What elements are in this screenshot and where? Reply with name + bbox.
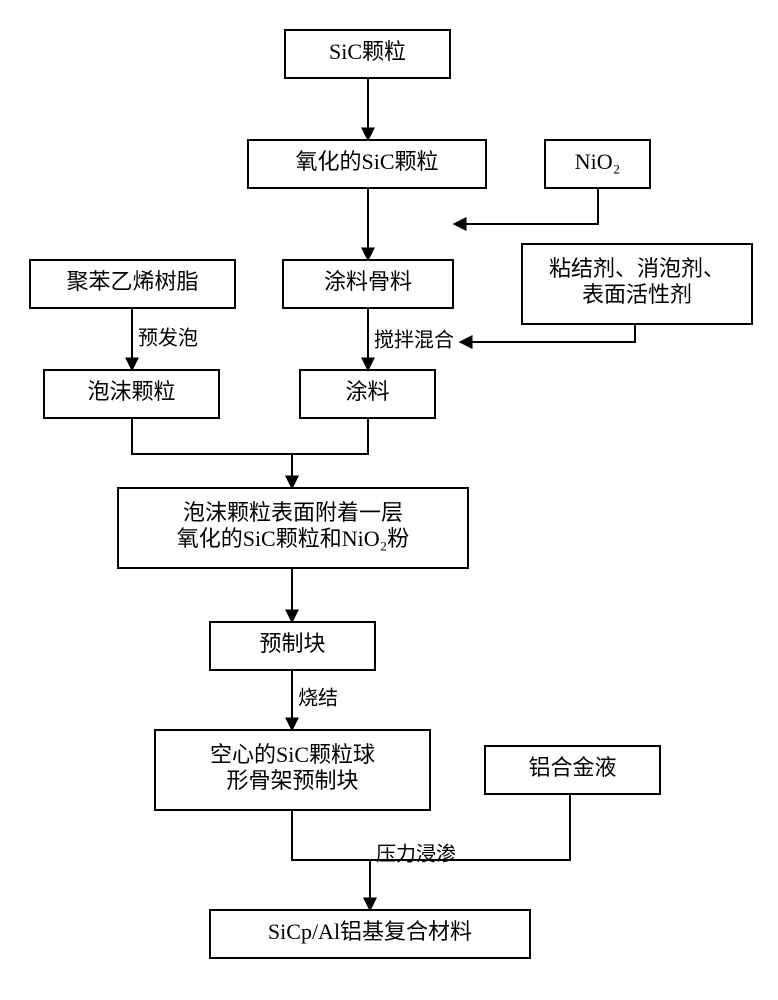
edge-label-preform-hollow: 烧结	[298, 687, 338, 710]
node-additives: 粘结剂、消泡剂、表面活性剂	[522, 244, 752, 324]
edge-additives-coating	[460, 324, 635, 342]
node-text-al_liquid-0: 铝合金液	[528, 755, 616, 780]
node-text-foam-0: 泡沫颗粒	[87, 379, 175, 404]
node-hollow: 空心的SiC颗粒球形骨架预制块	[155, 730, 430, 810]
node-nio2: NiO₂	[545, 140, 650, 188]
node-text-sic-0: SiC颗粒	[329, 39, 406, 64]
edge-nio2-aggregate	[454, 188, 598, 224]
node-foam: 泡沫颗粒	[44, 370, 219, 418]
node-text-additives-1: 表面活性剂	[582, 282, 692, 307]
node-al_liquid: 铝合金液	[485, 746, 660, 794]
node-text-additives-0: 粘结剂、消泡剂、	[549, 256, 725, 281]
node-coating: 涂料	[300, 370, 435, 418]
node-text-ps_resin-0: 聚苯乙烯树脂	[66, 269, 198, 294]
flowchart-canvas: 搅拌混合 预发泡烧结压力浸渗 SiC颗粒氧化的SiC颗粒 NiO₂ 涂料骨料 粘结剂、消…	[0, 0, 778, 1000]
node-text-coated-1: 氧化的SiC颗粒和NiO₂粉	[177, 526, 410, 551]
nodes-layer: SiC颗粒氧化的SiC颗粒 NiO₂ 涂料骨料 粘结剂、消泡剂、表面活性剂 聚苯乙烯树脂…	[30, 30, 752, 958]
node-text-hollow-1: 形骨架预制块	[226, 768, 358, 793]
node-coated: 泡沫颗粒表面附着一层氧化的SiC颗粒和NiO₂粉	[118, 488, 468, 568]
edge-label-hollow-final: 压力浸渗	[376, 843, 456, 866]
node-text-hollow-0: 空心的SiC颗粒球	[210, 742, 375, 767]
node-text-preform-0: 预制块	[259, 631, 325, 656]
node-text-coated-0: 泡沫颗粒表面附着一层	[183, 500, 403, 525]
node-oxidized: 氧化的SiC颗粒	[248, 140, 486, 188]
edge-hollow-final	[292, 810, 370, 910]
node-sic: SiC颗粒	[285, 30, 450, 78]
edge-coating-coated	[292, 418, 368, 488]
node-final: SiCp/Al铝基复合材料	[210, 910, 530, 958]
edge-foam-coated	[132, 418, 292, 488]
node-text-nio2-0: NiO₂	[575, 149, 621, 174]
node-text-final-0: SiCp/Al铝基复合材料	[268, 919, 472, 944]
node-text-aggregate-0: 涂料骨料	[324, 269, 412, 294]
node-text-oxidized-0: 氧化的SiC颗粒	[295, 149, 438, 174]
edge-label-ps_resin-foam: 预发泡	[138, 327, 198, 350]
edge-label-aggregate-coating: 搅拌混合	[374, 329, 454, 352]
node-ps_resin: 聚苯乙烯树脂	[30, 260, 235, 308]
node-aggregate: 涂料骨料	[283, 260, 453, 308]
node-preform: 预制块	[210, 622, 375, 670]
node-text-coating-0: 涂料	[345, 379, 389, 404]
